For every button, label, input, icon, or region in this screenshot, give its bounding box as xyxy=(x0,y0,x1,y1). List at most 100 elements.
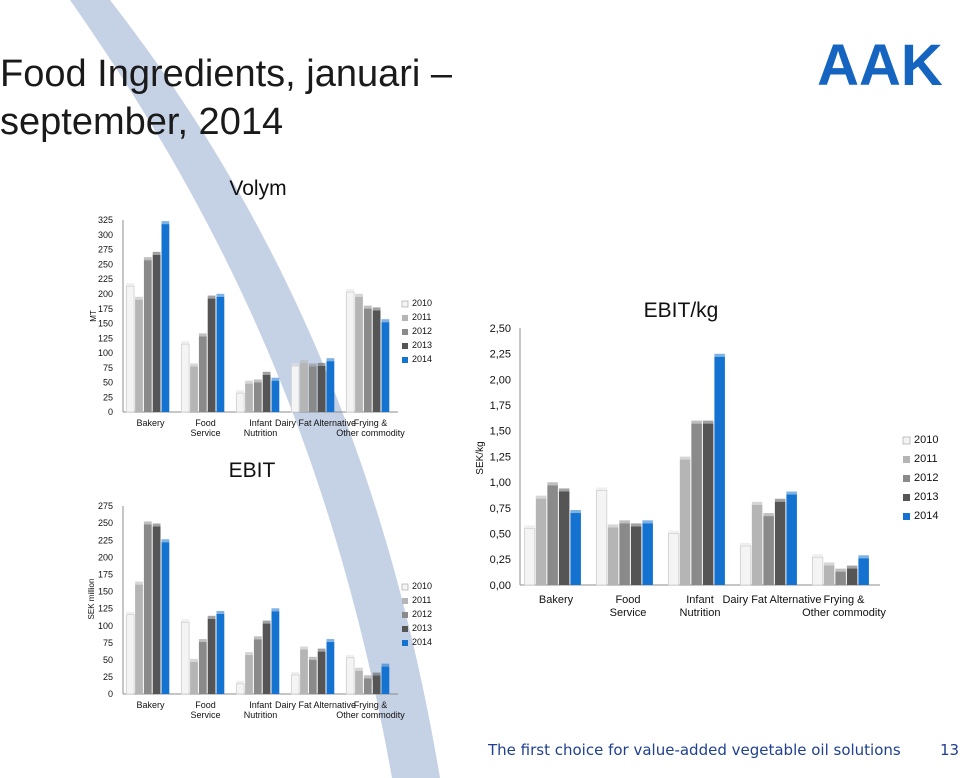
bar-cap-2014 xyxy=(642,520,653,524)
bar-cap-2012 xyxy=(835,568,846,572)
bar-cap-2010 xyxy=(181,619,190,623)
bar-cap-2014 xyxy=(271,377,280,381)
bar-cap-2014 xyxy=(858,555,869,559)
bar-2012 xyxy=(619,523,630,585)
footer-tagline: The first choice for value-added vegetab… xyxy=(488,741,901,759)
bar-2010 xyxy=(523,528,536,586)
bar-cap-2011 xyxy=(679,456,691,460)
bar-cap-2011 xyxy=(300,359,308,363)
y-tick-label: 150 xyxy=(98,587,113,597)
legend-label-2010: 2010 xyxy=(914,434,938,446)
bar-2013 xyxy=(702,423,714,585)
bar-cap-2010 xyxy=(524,525,535,529)
legend-swatch-2010 xyxy=(401,300,409,308)
y-tick-label: 175 xyxy=(98,570,113,580)
bar-cap-2012 xyxy=(691,420,702,424)
bar-cap-2012 xyxy=(619,520,630,524)
y-tick-label: 1,75 xyxy=(490,400,511,412)
legend-swatch-2010 xyxy=(401,583,409,591)
y-tick-label: 125 xyxy=(98,333,113,343)
category-label: Infant xyxy=(249,700,272,710)
bar-cap-2012 xyxy=(308,656,317,660)
y-tick-label: 0,00 xyxy=(490,580,511,592)
bar-cap-2011 xyxy=(355,667,363,671)
category-label: Infant xyxy=(686,594,714,606)
bar-2013 xyxy=(846,568,858,585)
bar-cap-2012 xyxy=(143,257,152,261)
y-tick-label: 275 xyxy=(98,501,113,511)
bar-2013 xyxy=(317,365,326,412)
ebit-per-kg-chart: EBIT/kg SEK/kg 0,00 0,25 0,50 0,75 1,00 1,25 1,5… xyxy=(475,299,938,619)
bar-2013 xyxy=(152,526,161,694)
bar-2011 xyxy=(607,527,619,585)
bar-2010 xyxy=(180,343,190,413)
bar-2011 xyxy=(135,584,143,694)
chart-title: Volym xyxy=(229,177,286,200)
y-tick-label: 175 xyxy=(98,304,113,314)
bar-2014 xyxy=(161,542,170,694)
category-label-line2: Service xyxy=(190,710,220,720)
bar-2011 xyxy=(135,299,143,412)
bar-cap-2010 xyxy=(236,390,245,394)
bar-2012 xyxy=(253,382,262,412)
bar-cap-2014 xyxy=(161,221,170,225)
y-tick-label: 150 xyxy=(98,319,113,329)
bar-cap-2011 xyxy=(607,524,619,528)
legend-swatch-2013 xyxy=(402,343,408,349)
legend-swatch-2011 xyxy=(402,598,408,604)
bar-2011 xyxy=(535,498,547,585)
y-tick-label: 250 xyxy=(98,518,113,528)
bar-cap-2010 xyxy=(668,530,679,534)
bar-2012 xyxy=(253,639,262,694)
y-tick-label: 50 xyxy=(103,655,113,665)
y-tick-label: 225 xyxy=(98,535,113,545)
bar-cap-2012 xyxy=(253,636,262,640)
slide-title: Food Ingredients, januari – september, 2… xyxy=(0,53,453,143)
bar-2013 xyxy=(262,374,271,412)
legend-swatch-2012 xyxy=(402,612,408,618)
y-axis-label: SEK million xyxy=(87,579,96,620)
category-label: Frying & xyxy=(824,594,866,606)
bar-cap-2012 xyxy=(143,521,152,525)
bar-2014 xyxy=(271,380,280,412)
bar-cap-2010 xyxy=(291,362,300,366)
bar-cap-2010 xyxy=(740,542,751,546)
bar-cap-2012 xyxy=(198,639,207,643)
bar-cap-2014 xyxy=(714,353,725,357)
legend-swatch-2011 xyxy=(402,315,408,321)
bar-2011 xyxy=(679,459,691,585)
legend-swatch-2014 xyxy=(402,357,408,363)
category-label: Dairy Fat Alternative xyxy=(275,418,356,428)
bar-2013 xyxy=(630,526,642,585)
legend-swatch-2011 xyxy=(903,456,910,463)
legend-label-2010: 2010 xyxy=(412,581,432,591)
bar-cap-2012 xyxy=(253,379,262,383)
bar-cap-2013 xyxy=(558,488,570,492)
legend-label-2014: 2014 xyxy=(412,637,432,647)
y-tick-label: 300 xyxy=(98,230,113,240)
bar-2013 xyxy=(774,501,786,585)
bar-cap-2010 xyxy=(346,654,355,658)
y-tick-label: 100 xyxy=(98,621,113,631)
bar-2014 xyxy=(381,322,390,412)
bar-2012 xyxy=(547,485,558,585)
y-axis-label: MT xyxy=(89,310,98,322)
bar-2010 xyxy=(345,657,355,695)
bar-cap-2014 xyxy=(381,663,390,667)
bar-cap-2013 xyxy=(372,672,381,676)
bar-2014 xyxy=(381,666,390,694)
category-label: Food xyxy=(195,700,216,710)
category-label: Bakery xyxy=(136,418,165,428)
bar-cap-2011 xyxy=(135,581,143,585)
bar-cap-2011 xyxy=(135,296,143,300)
bar-2014 xyxy=(161,224,170,412)
bar-cap-2010 xyxy=(291,671,300,675)
legend-swatch-2012 xyxy=(402,329,408,335)
volym-chart: Volym MT 0 25 50 75 100 125 150 175 200 225 250 275 30… xyxy=(89,177,432,438)
legend-swatch-2013 xyxy=(903,494,910,501)
bar-cap-2013 xyxy=(317,648,326,652)
aak-logo: AAK xyxy=(816,33,944,98)
category-label-line2: Nutrition xyxy=(680,607,721,619)
bar-cap-2010 xyxy=(126,611,135,615)
bar-2010 xyxy=(667,533,680,586)
